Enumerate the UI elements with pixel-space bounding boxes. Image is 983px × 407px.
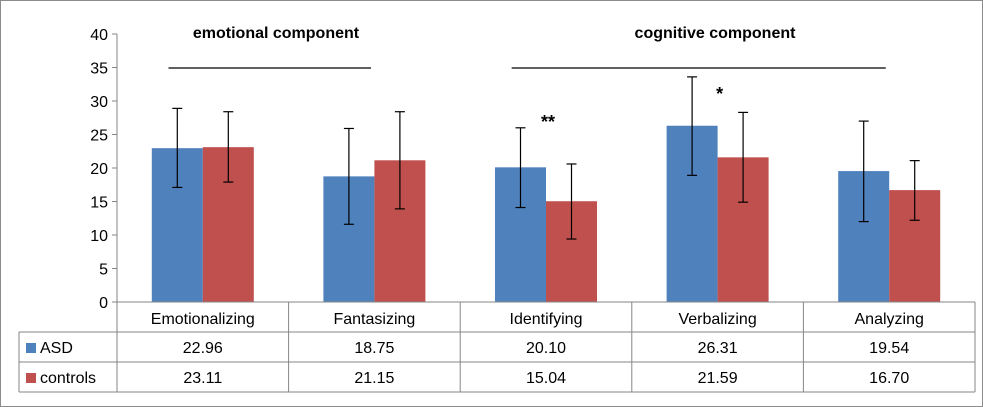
y-tick-label: 40 [90, 27, 108, 44]
legend-swatch-controls [26, 373, 36, 383]
table-value: 22.96 [183, 340, 223, 357]
x-category-label: Fantasizing [333, 311, 415, 328]
y-tick-label: 20 [90, 161, 108, 178]
annotation-label: cognitive component [635, 25, 797, 42]
data-table: Emotionalizing Fantasizing Identifying Verb… [18, 301, 976, 393]
x-category-label: Emotionalizing [151, 311, 255, 328]
table-value: 20.10 [526, 340, 566, 357]
y-tick-label: 25 [90, 128, 108, 145]
y-tick-label: 35 [90, 61, 108, 78]
significance-marker: ** [541, 112, 555, 132]
legend-label: controls [40, 370, 96, 387]
table-value: 21.15 [354, 370, 394, 387]
table-value: 19.54 [869, 340, 909, 357]
x-category-label: Identifying [510, 311, 583, 328]
y-tick-label: 0 [99, 295, 108, 312]
y-tick-label: 10 [90, 228, 108, 245]
x-category-label: Analyzing [855, 311, 924, 328]
y-axis: 0 5 10 15 20 25 30 35 40 [90, 27, 118, 312]
legend-swatch-asd [26, 343, 36, 353]
legend-label: ASD [40, 340, 73, 357]
x-category-label: Verbalizing [678, 311, 756, 328]
significance-marker: * [716, 84, 723, 104]
table-value: 15.04 [526, 370, 566, 387]
y-tick-label: 30 [90, 94, 108, 111]
y-tick-label: 5 [99, 262, 108, 279]
table-value: 16.70 [869, 370, 909, 387]
table-value: 18.75 [354, 340, 394, 357]
table-value: 23.11 [183, 370, 222, 387]
annotations: emotional component cognitive component**… [168, 25, 886, 132]
table-value: 26.31 [698, 340, 738, 357]
y-tick-label: 15 [90, 195, 108, 212]
annotation-label: emotional component [193, 25, 360, 42]
error-bars [172, 76, 920, 240]
table-value: 21.59 [698, 370, 738, 387]
